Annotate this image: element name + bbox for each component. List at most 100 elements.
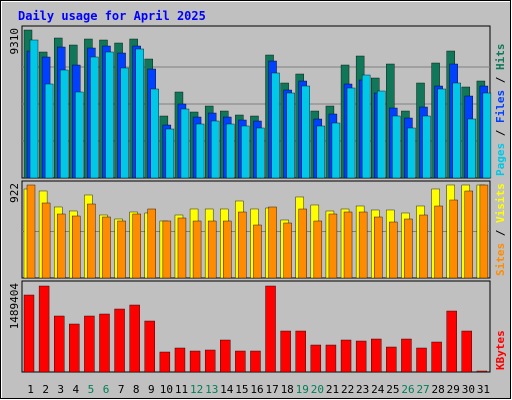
sites-bar xyxy=(419,214,428,279)
kbytes-bar xyxy=(174,347,186,373)
x-tick-label: 17 xyxy=(265,383,278,396)
pages-bar xyxy=(29,39,39,179)
panel-middle: 922 Sites / Visits xyxy=(8,180,507,279)
panel-middle-legend-item: Sites xyxy=(494,243,507,276)
panel-bottom-legend: KBytes xyxy=(494,330,507,370)
panel-top-legend-item: / xyxy=(494,123,507,143)
kbytes-bar xyxy=(431,341,442,373)
kbytes-bar xyxy=(265,285,276,373)
x-tick-label: 21 xyxy=(326,383,339,396)
pages-bar xyxy=(59,69,69,179)
pages-bar xyxy=(210,120,220,179)
x-tick-label: 2 xyxy=(42,383,49,396)
sites-bar xyxy=(374,216,383,279)
panel-top-legend-item: Hits xyxy=(494,44,507,71)
sites-bar xyxy=(358,211,368,279)
x-tick-label: 24 xyxy=(371,383,385,396)
x-tick-label: 28 xyxy=(432,383,445,396)
x-tick-label: 14 xyxy=(220,383,234,396)
kbytes-bar xyxy=(204,349,216,373)
pages-bar xyxy=(256,127,265,179)
kbytes-bar xyxy=(99,313,110,373)
pages-bar xyxy=(75,91,84,179)
kbytes-bar xyxy=(53,315,65,373)
pages-bar xyxy=(165,128,175,179)
sites-bar xyxy=(147,208,156,279)
sites-bar xyxy=(56,213,66,279)
sites-bar xyxy=(268,206,277,279)
sites-bar xyxy=(41,202,51,279)
x-tick-label: 11 xyxy=(175,383,188,396)
panel-top-legend-item: Pages xyxy=(494,143,507,176)
x-tick-label: 18 xyxy=(281,383,294,396)
x-tick-label: 29 xyxy=(447,383,460,396)
panel-middle-legend: Sites / Visits xyxy=(494,183,507,276)
pages-bar xyxy=(482,92,492,179)
x-tick-label: 10 xyxy=(160,383,173,396)
x-tick-label: 22 xyxy=(341,383,354,396)
pages-bar xyxy=(286,92,295,179)
x-tick-label: 25 xyxy=(386,383,399,396)
sites-bar xyxy=(404,218,413,279)
kbytes-bar xyxy=(476,370,488,373)
sites-bar xyxy=(479,184,489,279)
sites-bar xyxy=(26,184,36,279)
pages-bar xyxy=(241,125,250,179)
pages-bar xyxy=(361,74,371,179)
pages-bar xyxy=(407,127,416,179)
kbytes-bar xyxy=(189,350,201,373)
chart-title: Daily usage for April 2025 xyxy=(18,9,206,23)
panel-top-legend-item: / xyxy=(494,70,507,90)
x-tick-label: 12 xyxy=(190,383,203,396)
x-tick-label: 19 xyxy=(296,383,309,396)
x-tick-label: 1 xyxy=(27,383,34,396)
pages-bar xyxy=(301,85,310,179)
pages-bar xyxy=(195,123,205,179)
pages-bar xyxy=(180,108,190,179)
sites-bar xyxy=(207,220,217,279)
panel-middle-max-label: 922 xyxy=(8,183,21,203)
sites-bar xyxy=(238,211,247,279)
chart-panels: 9310 Pages / Files / Hits 922 Sites / Visit… xyxy=(8,25,507,373)
kbytes-bar xyxy=(371,338,382,373)
kbytes-bar xyxy=(295,330,306,373)
pages-bar xyxy=(377,90,386,179)
panel-top-legend-item: Files xyxy=(494,90,507,123)
pages-bar xyxy=(90,56,99,179)
panel-top-legend: Pages / Files / Hits xyxy=(494,44,507,177)
sites-bar xyxy=(132,213,141,279)
kbytes-bar xyxy=(386,346,397,373)
x-tick-label: 13 xyxy=(205,383,218,396)
kbytes-bar xyxy=(461,330,473,373)
sites-bar xyxy=(102,216,111,279)
x-tick-label: 8 xyxy=(133,383,140,396)
sites-bar xyxy=(343,211,353,279)
pages-bar xyxy=(316,125,326,179)
sites-bar xyxy=(298,208,307,279)
x-tick-label: 4 xyxy=(73,383,80,396)
kbytes-bar xyxy=(310,344,322,373)
kbytes-bar xyxy=(250,350,261,373)
sites-bar xyxy=(464,190,474,279)
pages-bar xyxy=(437,88,446,179)
x-tick-label: 31 xyxy=(477,383,490,396)
kbytes-bar xyxy=(340,339,352,373)
x-tick-label: 5 xyxy=(88,383,95,396)
kbytes-bar xyxy=(446,310,457,373)
kbytes-bar xyxy=(114,308,125,373)
pages-bar xyxy=(346,87,356,179)
sites-bar xyxy=(192,220,202,279)
x-axis: 1 2 3 4 5 6 7 8 9 10 11 12 13 14 15 16 17 18 19 20 21 22 23 24 2… xyxy=(27,383,490,396)
kbytes-bar xyxy=(144,320,155,373)
pages-bar xyxy=(467,118,477,179)
sites-bar xyxy=(253,224,262,279)
pages-bar xyxy=(120,67,129,179)
x-tick-label: 16 xyxy=(250,383,263,396)
kbytes-bar xyxy=(355,340,367,373)
kbytes-bar xyxy=(280,330,291,373)
pages-bar xyxy=(422,115,431,179)
sites-bar xyxy=(449,199,458,279)
panel-bottom: 1489404 KBytes xyxy=(8,280,507,373)
x-tick-label: 20 xyxy=(311,383,324,396)
